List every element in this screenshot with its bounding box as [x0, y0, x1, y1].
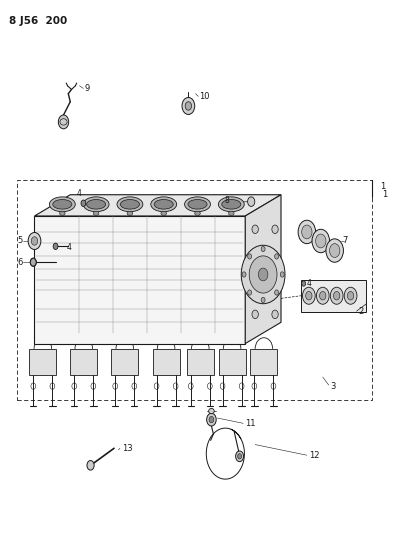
Circle shape	[182, 98, 195, 115]
Circle shape	[241, 245, 285, 304]
Polygon shape	[152, 349, 180, 375]
Circle shape	[261, 297, 265, 303]
Circle shape	[58, 115, 69, 129]
Text: 1: 1	[380, 182, 386, 191]
Circle shape	[330, 244, 340, 257]
Circle shape	[302, 225, 312, 239]
Ellipse shape	[93, 211, 99, 215]
Ellipse shape	[59, 211, 65, 215]
Ellipse shape	[188, 199, 207, 209]
Ellipse shape	[185, 197, 210, 212]
Circle shape	[275, 290, 279, 295]
Circle shape	[326, 239, 344, 262]
Text: 4: 4	[76, 189, 81, 198]
Circle shape	[248, 197, 255, 206]
Text: 2: 2	[359, 307, 364, 316]
Text: 1: 1	[382, 190, 388, 199]
Text: 7: 7	[343, 237, 348, 246]
Circle shape	[280, 272, 284, 277]
Circle shape	[272, 225, 278, 233]
Polygon shape	[70, 349, 97, 375]
Circle shape	[306, 292, 312, 300]
Polygon shape	[301, 280, 367, 312]
Polygon shape	[29, 349, 56, 375]
Text: 4: 4	[66, 244, 71, 253]
Ellipse shape	[151, 197, 177, 212]
Ellipse shape	[49, 197, 75, 212]
Polygon shape	[187, 349, 214, 375]
Circle shape	[312, 229, 330, 253]
Text: 5: 5	[17, 237, 23, 246]
Circle shape	[302, 287, 315, 304]
Circle shape	[348, 292, 354, 300]
Circle shape	[30, 258, 36, 266]
Ellipse shape	[195, 211, 200, 215]
Text: 10: 10	[200, 92, 210, 101]
Circle shape	[252, 310, 258, 319]
Text: 13: 13	[122, 444, 132, 453]
Text: 11: 11	[245, 419, 256, 428]
Ellipse shape	[117, 197, 143, 212]
Circle shape	[207, 413, 216, 426]
Circle shape	[330, 287, 343, 304]
Circle shape	[248, 254, 252, 259]
Circle shape	[275, 254, 279, 259]
Circle shape	[31, 237, 38, 245]
Circle shape	[252, 225, 258, 233]
Text: 8 J56  200: 8 J56 200	[9, 15, 67, 26]
Circle shape	[28, 232, 41, 249]
Ellipse shape	[222, 199, 241, 209]
Polygon shape	[251, 349, 277, 375]
Circle shape	[272, 310, 278, 319]
Ellipse shape	[83, 197, 109, 212]
Circle shape	[237, 454, 241, 459]
Circle shape	[81, 200, 86, 206]
Polygon shape	[245, 195, 281, 344]
Ellipse shape	[209, 408, 214, 414]
Polygon shape	[34, 216, 245, 344]
Text: 3: 3	[331, 382, 336, 391]
Circle shape	[302, 281, 306, 286]
Ellipse shape	[127, 211, 133, 215]
Ellipse shape	[161, 211, 166, 215]
Text: 9: 9	[84, 84, 89, 93]
Text: 6: 6	[17, 258, 23, 266]
Circle shape	[185, 102, 192, 110]
Polygon shape	[34, 195, 281, 216]
Circle shape	[320, 292, 326, 300]
Circle shape	[298, 220, 316, 244]
Circle shape	[249, 256, 277, 293]
Circle shape	[316, 234, 326, 248]
Circle shape	[316, 287, 329, 304]
Circle shape	[87, 461, 94, 470]
Circle shape	[53, 243, 58, 249]
Ellipse shape	[229, 211, 234, 215]
Circle shape	[248, 290, 252, 295]
Circle shape	[236, 451, 243, 462]
Circle shape	[258, 268, 268, 281]
Ellipse shape	[120, 199, 140, 209]
Ellipse shape	[53, 199, 72, 209]
Ellipse shape	[218, 197, 244, 212]
Polygon shape	[111, 349, 138, 375]
Ellipse shape	[87, 199, 106, 209]
Text: 4: 4	[307, 279, 312, 288]
Ellipse shape	[154, 199, 173, 209]
Circle shape	[209, 416, 214, 423]
Circle shape	[261, 246, 265, 252]
Text: 8: 8	[225, 196, 229, 205]
Circle shape	[334, 292, 340, 300]
Text: 12: 12	[309, 451, 319, 460]
Circle shape	[344, 287, 357, 304]
Polygon shape	[219, 349, 246, 375]
Circle shape	[242, 272, 246, 277]
